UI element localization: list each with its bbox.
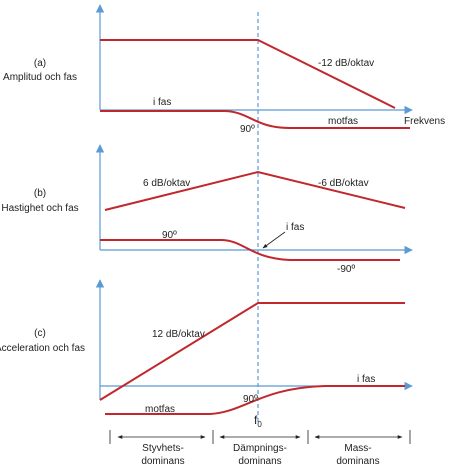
label: 6 dB/oktav bbox=[143, 178, 190, 189]
label: (b) bbox=[34, 188, 46, 199]
region-label: dominans bbox=[238, 456, 281, 467]
label: -6 dB/oktav bbox=[318, 178, 369, 189]
label: Amplitud och fas bbox=[3, 72, 77, 83]
amplitude bbox=[104, 170, 406, 211]
label: Acceleration och fas bbox=[0, 343, 85, 354]
label: 90º bbox=[162, 230, 177, 241]
label: 90º bbox=[240, 124, 255, 135]
region-label: dominans bbox=[336, 456, 379, 467]
phase bbox=[100, 110, 410, 129]
pointer bbox=[262, 231, 286, 249]
region-label: Mass- bbox=[344, 443, 371, 454]
phase bbox=[100, 239, 400, 261]
label: i fas bbox=[286, 222, 304, 233]
subscript: 0 bbox=[257, 420, 262, 429]
amplitude bbox=[100, 39, 396, 109]
label: i fas bbox=[153, 97, 171, 108]
phase bbox=[105, 385, 405, 415]
label: (a) bbox=[34, 58, 46, 69]
label: i fas bbox=[357, 374, 375, 385]
regions: Styvhets- dominans Dämpnings- dominans M… bbox=[109, 430, 411, 467]
label: -12 dB/oktav bbox=[318, 58, 374, 69]
label: Frekvens bbox=[404, 116, 445, 127]
label: 12 dB/oktav bbox=[152, 329, 205, 340]
region-label: dominans bbox=[141, 456, 184, 467]
region-label: Dämpnings- bbox=[233, 443, 287, 454]
region-label: Styvhets- bbox=[142, 443, 184, 454]
label: motfas bbox=[145, 404, 175, 415]
symbol: f bbox=[254, 413, 258, 427]
f0-label: f0 bbox=[254, 413, 262, 429]
label: motfas bbox=[328, 116, 358, 127]
panel-b: (b) Hastighet och fas 6 dB/oktav -6 dB/o… bbox=[1, 144, 413, 275]
label: 90º bbox=[243, 394, 258, 405]
label: -90º bbox=[337, 264, 355, 275]
amplitude bbox=[99, 302, 405, 401]
panel-c: (c) Acceleration och fas 12 dB/oktav 90º… bbox=[0, 279, 413, 429]
panel-a: (a) Amplitud och fas -12 dB/oktav i fas … bbox=[3, 4, 445, 135]
label: (c) bbox=[34, 328, 46, 339]
label: Hastighet och fas bbox=[1, 203, 78, 214]
